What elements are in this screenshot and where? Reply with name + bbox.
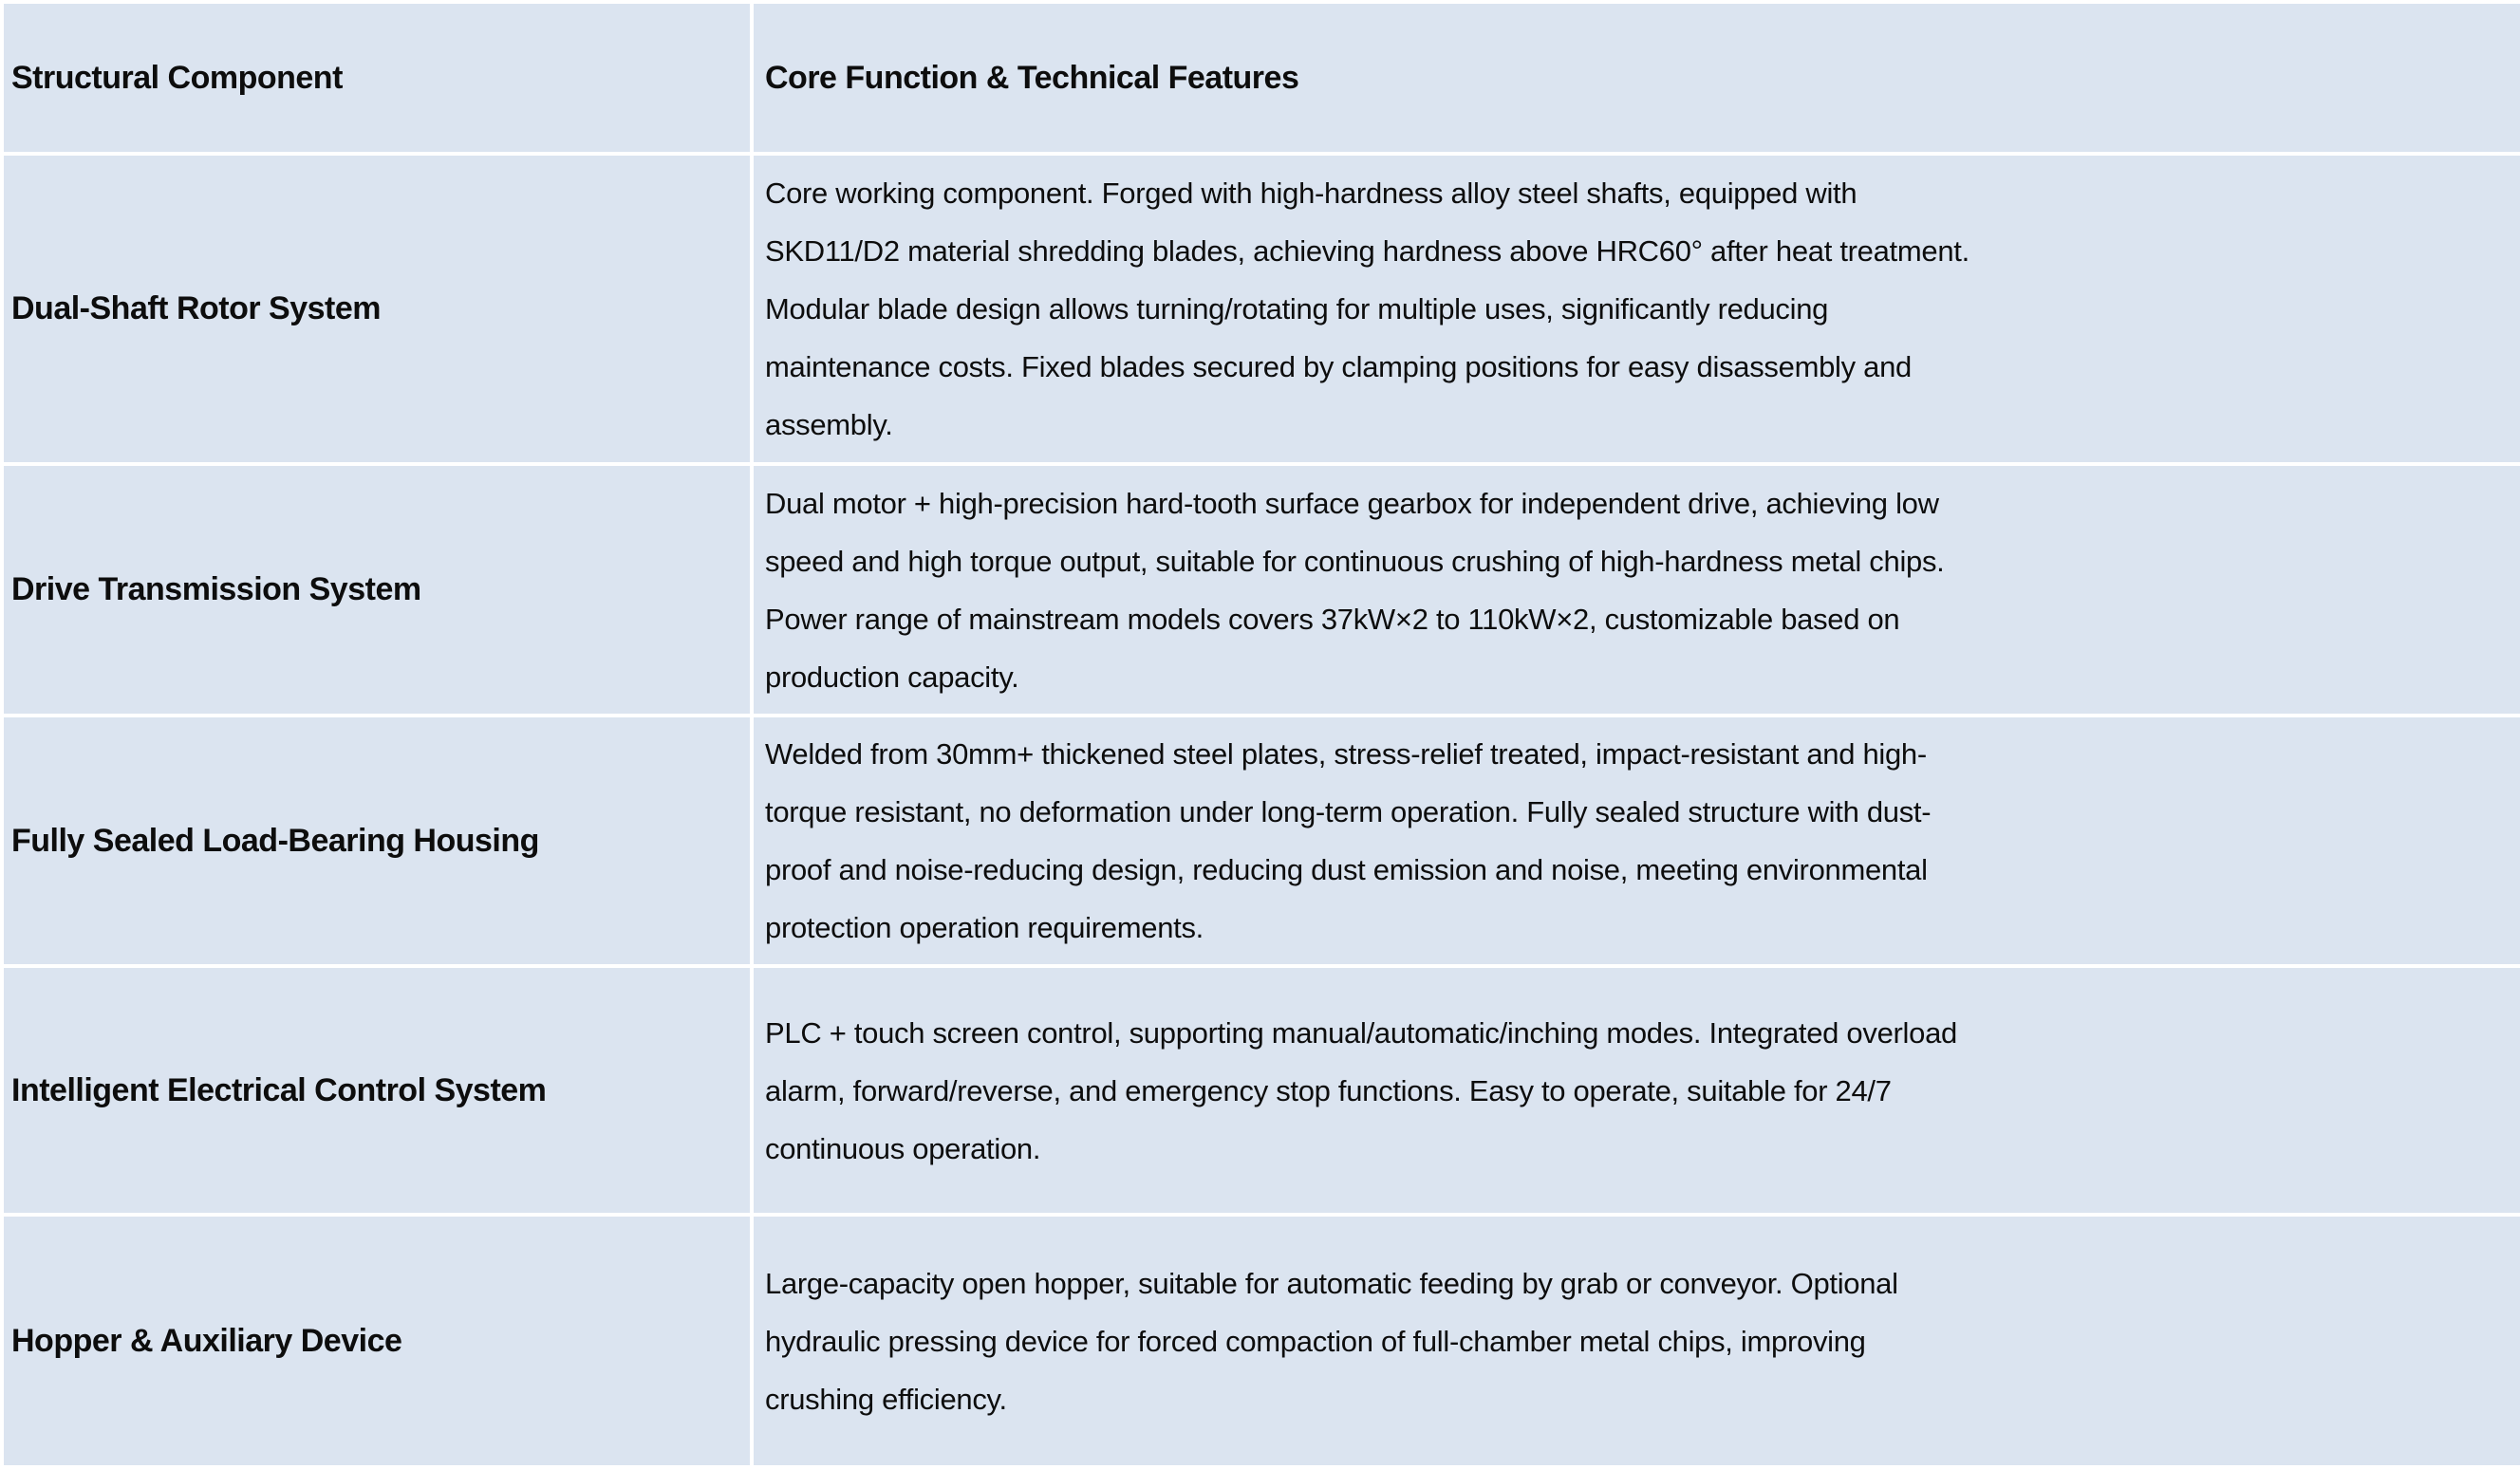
- header-cell-features: Core Function & Technical Features: [750, 0, 2520, 156]
- component-cell: Drive Transmission System: [0, 462, 754, 717]
- features-cell: PLC + touch screen control, supporting m…: [750, 964, 2520, 1217]
- component-cell: Dual-Shaft Rotor System: [0, 152, 754, 466]
- component-cell: Hopper & Auxiliary Device: [0, 1213, 754, 1469]
- component-cell: Intelligent Electrical Control System: [0, 964, 754, 1217]
- table-row: Intelligent Electrical Control System PL…: [0, 964, 2520, 1217]
- features-cell: Welded from 30mm+ thickened steel plates…: [750, 714, 2520, 968]
- table-row: Dual-Shaft Rotor System Core working com…: [0, 152, 2520, 466]
- table-row: Drive Transmission System Dual motor + h…: [0, 462, 2520, 717]
- table-row: Hopper & Auxiliary Device Large-capacity…: [0, 1213, 2520, 1469]
- header-cell-component: Structural Component: [0, 0, 754, 156]
- features-cell: Core working component. Forged with high…: [750, 152, 2520, 466]
- table-row: Fully Sealed Load-Bearing Housing Welded…: [0, 714, 2520, 968]
- component-cell: Fully Sealed Load-Bearing Housing: [0, 714, 754, 968]
- features-cell: Dual motor + high-precision hard-tooth s…: [750, 462, 2520, 717]
- header-row: Structural Component Core Function & Tec…: [0, 0, 2520, 156]
- features-cell: Large-capacity open hopper, suitable for…: [750, 1213, 2520, 1469]
